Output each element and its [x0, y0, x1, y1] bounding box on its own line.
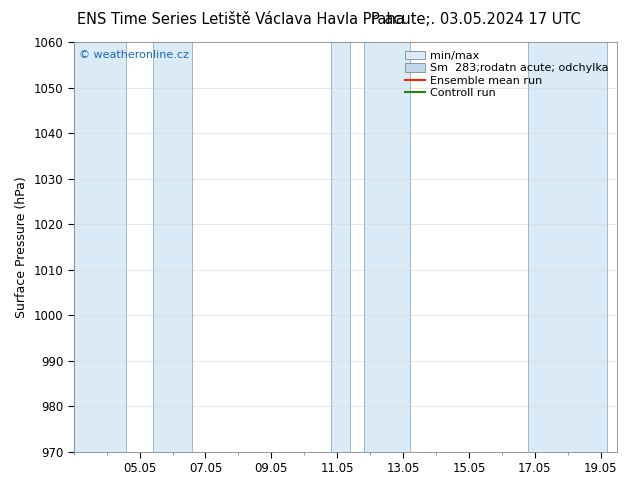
- Bar: [74, 42, 126, 452]
- Text: P acute;. 03.05.2024 17 UTC: P acute;. 03.05.2024 17 UTC: [371, 12, 580, 27]
- Bar: [363, 42, 410, 452]
- Y-axis label: Surface Pressure (hPa): Surface Pressure (hPa): [15, 176, 28, 318]
- Bar: [528, 42, 607, 452]
- Text: © weatheronline.cz: © weatheronline.cz: [79, 50, 189, 60]
- Text: ENS Time Series Letiště Václava Havla Praha: ENS Time Series Letiště Václava Havla Pr…: [77, 12, 404, 27]
- Legend: min/max, Sm  283;rodatn acute; odchylka, Ensemble mean run, Controll run: min/max, Sm 283;rodatn acute; odchylka, …: [402, 48, 612, 101]
- Bar: [153, 42, 192, 452]
- Bar: [330, 42, 351, 452]
